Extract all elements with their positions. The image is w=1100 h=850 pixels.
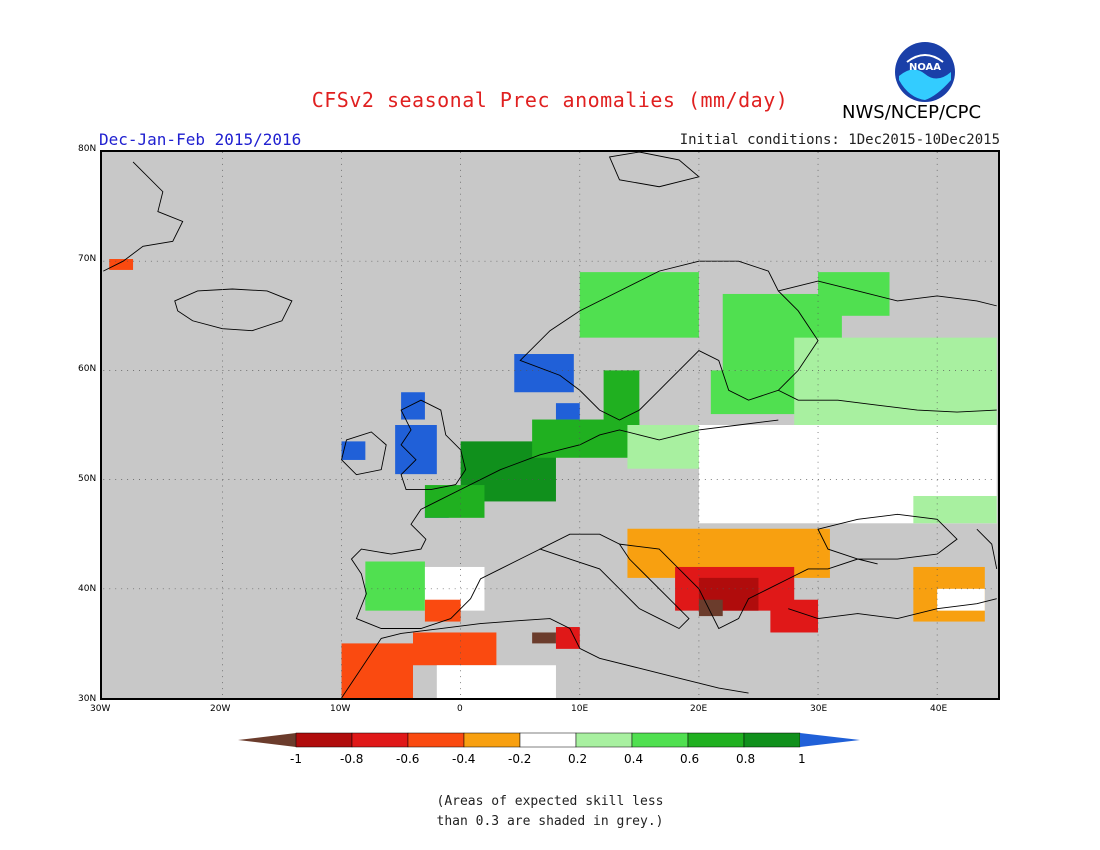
anomaly-region-aegean-brown bbox=[698, 599, 723, 617]
coastlines bbox=[103, 152, 998, 698]
anomaly-region-kola-green bbox=[818, 272, 890, 316]
lon-label: 20W bbox=[210, 704, 231, 714]
colorbar-segment bbox=[687, 732, 745, 748]
initial-conditions-label: Initial conditions: 1Dec2015-10Dec2015 bbox=[679, 132, 1000, 148]
anomaly-region-russia-n-lightgreen bbox=[794, 337, 997, 425]
colorbar-segment bbox=[351, 732, 409, 748]
colorbar bbox=[238, 732, 862, 752]
org-label: NWS/NCEP/CPC bbox=[842, 102, 982, 123]
lon-label: 10W bbox=[330, 704, 351, 714]
colorbar-high-arrow bbox=[800, 733, 860, 747]
anomaly-region-turkey-e-white bbox=[937, 588, 985, 611]
anomaly-region-scotland-blue bbox=[401, 392, 425, 420]
lat-label: 40N bbox=[78, 584, 97, 594]
anomaly-region-algeria-white bbox=[436, 665, 556, 698]
colorbar-tick: -0.2 bbox=[508, 752, 532, 766]
lat-label: 70N bbox=[78, 254, 97, 264]
colorbar-segment bbox=[743, 732, 801, 748]
map-panel bbox=[100, 150, 1000, 700]
colorbar-segment bbox=[575, 732, 633, 748]
colorbar-tick: -0.6 bbox=[396, 752, 420, 766]
lon-label: 10E bbox=[571, 704, 589, 714]
lat-label: 60N bbox=[78, 364, 97, 374]
colorbar-tick: 0.8 bbox=[736, 752, 756, 766]
colorbar-low-arrow bbox=[238, 733, 296, 747]
colorbar-segment bbox=[407, 732, 465, 748]
lon-label: 20E bbox=[690, 704, 708, 714]
anomaly-region-ireland-blue bbox=[341, 441, 366, 460]
map-title: CFSv2 seasonal Prec anomalies (mm/day) bbox=[311, 88, 789, 112]
colorbar-tick: 0.4 bbox=[624, 752, 644, 766]
colorbar-tick: 0.6 bbox=[680, 752, 700, 766]
svg-text:NOAA: NOAA bbox=[909, 62, 941, 73]
anomaly-region-denmark-blue bbox=[555, 403, 580, 420]
season-label: Dec-Jan-Feb 2015/2016 bbox=[99, 130, 302, 149]
skill-note-line: than 0.3 are shaded in grey.) bbox=[436, 814, 664, 829]
anomaly-region-norway-west-blue bbox=[514, 354, 574, 393]
lon-label: 40E bbox=[930, 704, 948, 714]
anomaly-region-tunisia-red bbox=[555, 627, 580, 649]
lon-label: 0 bbox=[457, 704, 463, 714]
anomaly-region-algeria-red bbox=[413, 632, 497, 666]
colorbar-tick: -0.8 bbox=[340, 752, 364, 766]
anomaly-region-spain-s-red bbox=[424, 599, 461, 622]
lon-label: 30W bbox=[90, 704, 111, 714]
anomaly-region-norway-n-green bbox=[579, 272, 699, 338]
skill-note-line: (Areas of expected skill less bbox=[436, 794, 664, 809]
lat-label: 50N bbox=[78, 474, 97, 484]
anomaly-region-baltic-green bbox=[710, 370, 807, 415]
colorbar-tick: -1 bbox=[290, 752, 302, 766]
colorbar-tick: 1 bbox=[798, 752, 806, 766]
anomaly-region-caspian-lightgreen bbox=[913, 495, 997, 524]
lat-label: 80N bbox=[78, 144, 97, 154]
anomaly-region-north-germany-green bbox=[532, 419, 640, 458]
colorbar-tick: 0.2 bbox=[568, 752, 588, 766]
anomaly-region-britain-blue bbox=[395, 425, 437, 475]
anomaly-region-morocco-red bbox=[341, 643, 414, 698]
colorbar-segment bbox=[295, 732, 353, 748]
colorbar-segment bbox=[463, 732, 521, 748]
anomaly-region-tunisia-brown bbox=[532, 632, 556, 644]
anomaly-region-france-n-green bbox=[424, 485, 485, 518]
lon-label: 30E bbox=[810, 704, 828, 714]
colorbar-tick: -0.4 bbox=[452, 752, 476, 766]
skill-note: (Areas of expected skill less than 0.3 a… bbox=[0, 792, 1100, 832]
anomaly-region-sweden-s-green bbox=[603, 370, 640, 425]
colorbar-segment bbox=[519, 732, 577, 748]
noaa-logo: NOAA bbox=[893, 40, 957, 108]
anomaly-cells bbox=[109, 259, 997, 698]
lat-label: 30N bbox=[78, 694, 97, 704]
colorbar-segment bbox=[631, 732, 689, 748]
anomaly-region-spain-n-green bbox=[365, 561, 425, 611]
anomaly-region-iceland-nw-dry bbox=[109, 259, 134, 270]
map-svg bbox=[103, 152, 998, 698]
